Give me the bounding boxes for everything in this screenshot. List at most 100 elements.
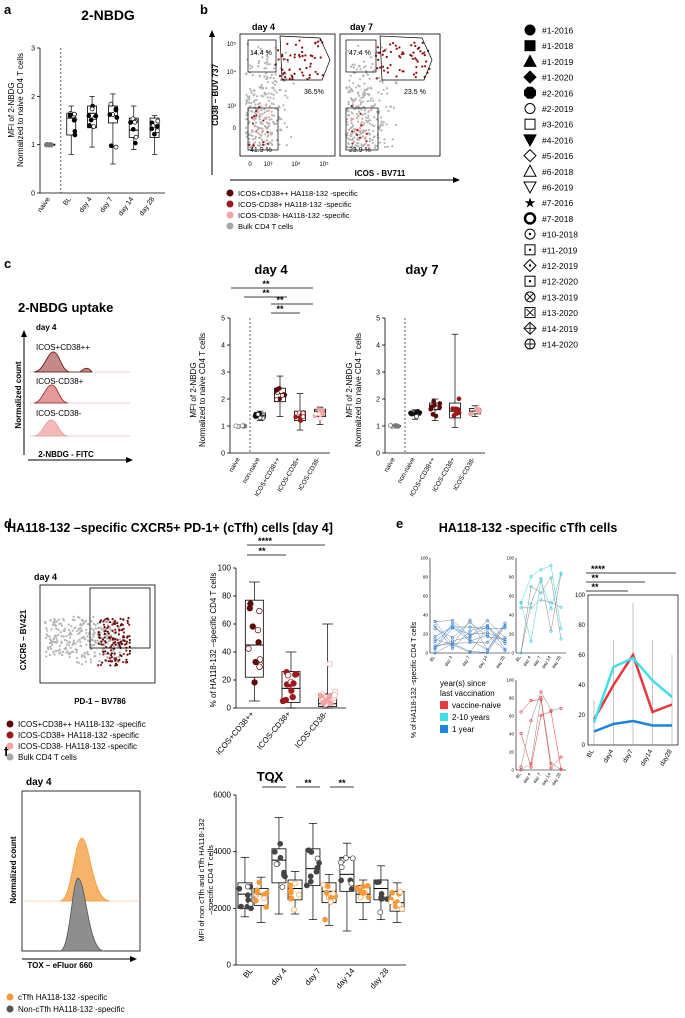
bulk-cell-dot <box>368 133 371 136</box>
panel-b-day7-gate-label: 47.4 % <box>349 50 371 57</box>
data-point <box>325 883 331 890</box>
data-point <box>252 658 259 666</box>
legend-swatch <box>226 222 234 230</box>
donor-symbol-x <box>526 293 534 301</box>
ha-specific-dot <box>118 643 121 646</box>
bulk-cell-dot <box>263 111 266 114</box>
panel-e-legend-swatch <box>440 725 448 733</box>
ha-specific-dot <box>367 110 371 113</box>
bulk-cell-dot <box>91 639 94 642</box>
ha-specific-dot <box>109 645 113 648</box>
bulk-cell-dot <box>268 124 271 127</box>
bulk-cell-dot <box>87 623 90 626</box>
panel-e-legend-swatch <box>440 701 448 709</box>
data-point <box>113 144 119 150</box>
panel-d-chart: 0 20 40 60 80 100 ICOS+CD38++ ICOS-CD38+ ICOS-CD… <box>214 564 346 757</box>
bulk-cell-dot <box>87 639 90 642</box>
bulk-cell-dot <box>350 87 353 90</box>
bulk-cell-dot <box>265 87 268 90</box>
ha-specific-dot <box>255 109 258 113</box>
data-point <box>408 410 413 416</box>
bulk-cell-dot <box>103 644 107 647</box>
bulk-cell-dot <box>85 632 88 635</box>
bulk-cell-dot <box>270 92 273 95</box>
bulk-cell-dot <box>64 627 67 630</box>
data-point <box>519 710 523 714</box>
ha-specific-dot <box>389 50 393 54</box>
bulk-cell-dot <box>286 60 290 64</box>
bulk-cell-dot <box>118 651 121 654</box>
sig-stars: ** <box>304 778 312 788</box>
panel-b-day7-gate-left <box>345 39 377 73</box>
bulk-cell-dot <box>253 93 256 96</box>
ha-specific-dot <box>358 136 362 139</box>
bulk-cell-dot <box>350 111 353 114</box>
data-point <box>331 692 338 699</box>
data-point <box>519 768 523 772</box>
bulk-cell-dot <box>275 129 279 132</box>
ha-specific-dot <box>109 664 112 667</box>
ha-specific-dot <box>116 622 119 625</box>
legend-label: ICOS+CD38++ HA118-132 -specific <box>238 189 358 198</box>
ha-specific-dot <box>291 76 294 79</box>
ha-specific-dot <box>386 71 389 74</box>
bulk-cell-dot <box>265 121 268 124</box>
panel-f-hist-xlabel: TOX – eFluor 660 <box>27 961 93 970</box>
panel-b-day7-gate-label: 23.9 % <box>349 147 371 154</box>
bulk-cell-dot <box>346 132 349 135</box>
data-point <box>114 115 120 120</box>
data-point <box>154 128 160 134</box>
bulk-cell-dot <box>352 100 355 103</box>
ha-specific-dot <box>317 40 320 43</box>
bulk-cell-dot <box>72 639 75 642</box>
bulk-cell-dot <box>258 113 261 116</box>
bulk-cell-dot <box>257 60 261 63</box>
panel-e-legend-label: 2-10 years <box>452 713 490 722</box>
y-tick-label: 60 <box>509 594 515 599</box>
bulk-cell-dot <box>395 123 398 126</box>
ha-specific-dot <box>126 619 129 623</box>
y-tick-label: 2 <box>376 397 380 404</box>
donor-label: #14-2020 <box>542 340 578 350</box>
ha-specific-dot <box>357 115 360 118</box>
x-tick-label: day14 <box>639 748 654 767</box>
legend-label: ICOS-CD38+ HA118-132 -specific <box>238 200 352 209</box>
ha-specific-dot <box>421 52 424 55</box>
data-point <box>468 650 472 654</box>
donor-symbol-dot <box>528 264 532 267</box>
data-point <box>338 864 345 871</box>
bulk-cell-dot <box>94 654 97 657</box>
bulk-cell-dot <box>364 142 367 145</box>
ha-specific-dot <box>293 72 296 75</box>
data-point <box>87 123 92 128</box>
ha-specific-dot <box>415 65 418 69</box>
panel-b-day7-dots <box>344 41 431 149</box>
ha-specific-dot <box>266 135 269 138</box>
donor-label: #13-2020 <box>542 308 578 318</box>
ha-specific-dot <box>255 114 258 117</box>
data-point <box>256 663 263 670</box>
ha-specific-dot <box>293 56 296 59</box>
data-point <box>238 903 244 910</box>
ha-specific-dot <box>122 652 125 656</box>
data-point <box>357 888 363 894</box>
bulk-cell-dot <box>50 628 53 631</box>
bulk-cell-dot <box>260 138 264 142</box>
ha-specific-dot <box>99 663 103 667</box>
x-tick-label: day 14 <box>334 966 357 991</box>
panel-d-significance: **** ** <box>247 536 325 556</box>
bulk-cell-dot <box>105 652 108 656</box>
panel-b-xtick: 10⁵ <box>319 161 329 168</box>
panel-label-a: a <box>4 2 12 17</box>
ha-specific-dot <box>126 661 129 664</box>
ha-specific-dot <box>120 642 123 646</box>
bulk-cell-dot <box>378 110 381 113</box>
ha-specific-dot <box>126 636 129 639</box>
ha-specific-dot <box>363 137 366 140</box>
bulk-cell-dot <box>346 134 349 137</box>
ha-specific-dot <box>101 643 104 646</box>
bulk-cell-dot <box>259 86 262 89</box>
bulk-cell-dot <box>370 87 373 90</box>
bulk-cell-dot <box>378 128 381 131</box>
bulk-cell-dot <box>365 119 368 122</box>
